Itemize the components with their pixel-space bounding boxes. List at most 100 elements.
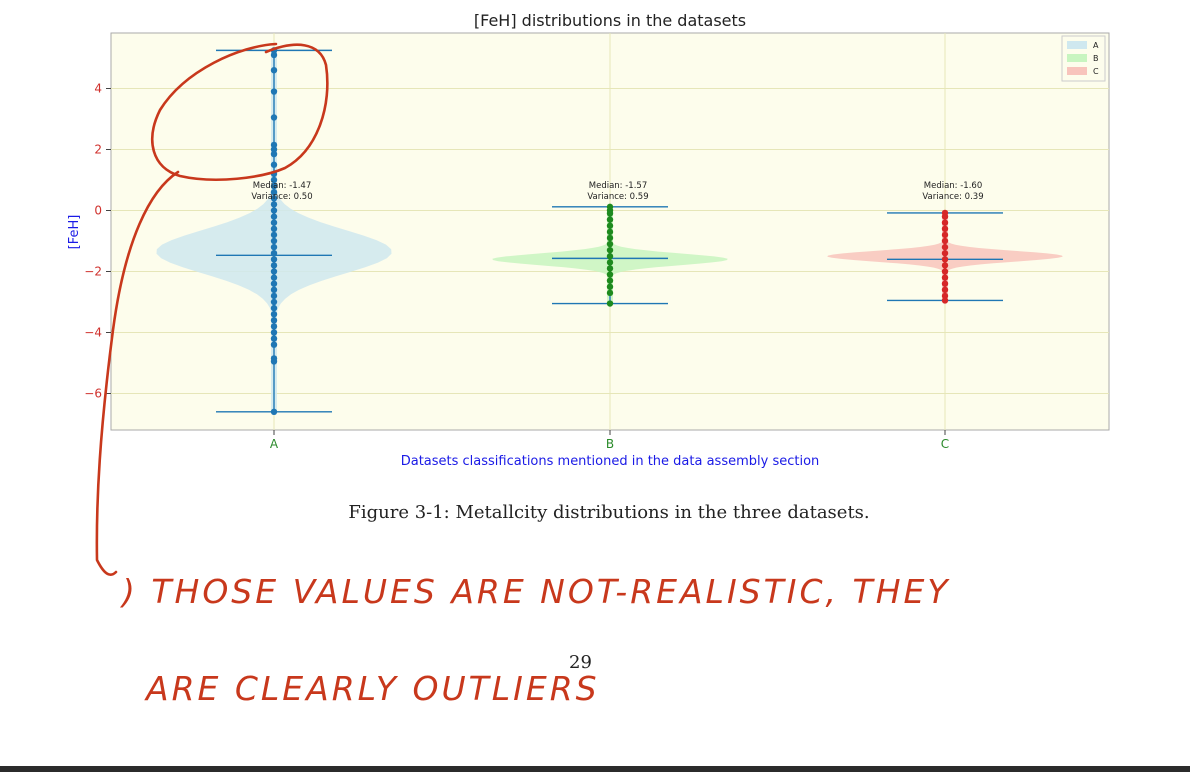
point-a bbox=[270, 201, 278, 208]
point-a bbox=[270, 311, 278, 318]
point-a bbox=[270, 317, 278, 324]
y-tick-label: −4 bbox=[84, 326, 102, 340]
point-a bbox=[270, 231, 278, 239]
point-c bbox=[941, 231, 949, 239]
point-c bbox=[941, 274, 949, 281]
point-b bbox=[606, 246, 614, 254]
outlier-circle bbox=[151, 42, 329, 181]
point-c bbox=[941, 237, 949, 245]
point-a bbox=[270, 114, 278, 121]
point-b bbox=[606, 216, 614, 223]
point-a bbox=[270, 189, 278, 196]
point-a bbox=[270, 207, 278, 214]
median-annotation-a: Median: -1.47 bbox=[253, 181, 311, 191]
point-a bbox=[270, 298, 278, 306]
point-a bbox=[270, 341, 278, 348]
handwritten-annotation: ) THOSE VALUES ARE NOT-REALISTIC, THEY A… bbox=[95, 42, 951, 708]
point-a bbox=[270, 408, 278, 415]
point-a bbox=[270, 329, 278, 336]
point-a bbox=[270, 67, 278, 74]
point-b bbox=[606, 222, 614, 229]
point-a bbox=[270, 225, 278, 232]
point-a bbox=[270, 335, 278, 342]
point-b bbox=[606, 271, 614, 278]
point-c bbox=[941, 292, 949, 300]
point-c bbox=[941, 243, 949, 251]
point-a bbox=[270, 256, 278, 263]
chart-title: [FeH] distributions in the datasets bbox=[474, 11, 746, 30]
point-b bbox=[606, 259, 614, 266]
x-tick-label: A bbox=[270, 437, 279, 451]
legend-label-c: C bbox=[1093, 67, 1099, 76]
x-axis-ticks: A B C bbox=[270, 430, 949, 451]
point-b bbox=[606, 300, 614, 307]
note-line-1: ) THOSE VALUES ARE NOT-REALISTIC, THEY bbox=[119, 572, 951, 611]
point-c bbox=[941, 268, 949, 275]
median-annotation-c: Median: -1.60 bbox=[924, 181, 982, 191]
point-b bbox=[606, 253, 614, 260]
point-c bbox=[941, 219, 949, 226]
point-b bbox=[606, 283, 614, 290]
point-a bbox=[270, 268, 278, 275]
point-a bbox=[270, 182, 278, 190]
legend-label-a: A bbox=[1093, 41, 1099, 50]
y-tick-label: 2 bbox=[94, 143, 102, 157]
variance-annotation-a: Variance: 0.50 bbox=[251, 192, 312, 202]
page-number: 29 bbox=[569, 652, 592, 673]
y-tick-label: −6 bbox=[84, 387, 102, 401]
point-a bbox=[270, 250, 278, 257]
variance-annotation-c: Variance: 0.39 bbox=[922, 192, 983, 202]
point-a bbox=[270, 176, 278, 184]
x-tick-label: C bbox=[941, 437, 949, 451]
point-a bbox=[270, 304, 278, 312]
point-c bbox=[941, 213, 949, 220]
point-a bbox=[270, 262, 278, 269]
point-c bbox=[941, 250, 949, 257]
note-line-2: ARE CLEARLY OUTLIERS bbox=[144, 669, 600, 708]
x-tick-label: B bbox=[606, 437, 614, 451]
legend-swatch-c bbox=[1067, 67, 1087, 75]
point-a bbox=[270, 292, 278, 300]
y-axis-label: [FeH] bbox=[67, 215, 82, 250]
arrow-stroke bbox=[95, 170, 180, 576]
point-a bbox=[270, 146, 278, 153]
point-a bbox=[270, 280, 278, 287]
x-axis-label: Datasets classifications mentioned in th… bbox=[401, 454, 820, 469]
point-a bbox=[270, 219, 278, 226]
point-b bbox=[606, 234, 614, 242]
variance-annotation-b: Variance: 0.59 bbox=[587, 192, 648, 202]
data-points bbox=[270, 47, 949, 415]
point-a bbox=[270, 51, 278, 59]
point-c bbox=[941, 297, 949, 304]
legend: A B C bbox=[1061, 35, 1106, 82]
legend-swatch-a bbox=[1067, 41, 1087, 49]
point-a bbox=[270, 237, 278, 245]
point-c bbox=[941, 256, 949, 263]
point-c bbox=[941, 280, 949, 287]
y-tick-label: 0 bbox=[94, 204, 102, 218]
point-a bbox=[270, 150, 278, 158]
figure-caption: Figure 3-1: Metallcity distributions in … bbox=[348, 502, 870, 523]
point-b bbox=[606, 210, 614, 217]
y-tick-label: −2 bbox=[84, 265, 102, 279]
point-a bbox=[270, 274, 278, 281]
point-a bbox=[270, 358, 278, 365]
median-annotation-b: Median: -1.57 bbox=[589, 181, 647, 191]
point-b bbox=[606, 228, 614, 236]
point-b bbox=[606, 265, 614, 272]
point-a bbox=[270, 286, 278, 293]
point-a bbox=[270, 161, 278, 168]
point-a bbox=[270, 195, 278, 202]
point-a bbox=[270, 141, 278, 149]
point-c bbox=[941, 286, 949, 293]
legend-swatch-b bbox=[1067, 54, 1087, 62]
point-a bbox=[270, 88, 278, 95]
point-c bbox=[941, 225, 949, 232]
point-b bbox=[606, 240, 614, 248]
legend-label-b: B bbox=[1093, 54, 1099, 63]
point-b bbox=[606, 277, 614, 284]
point-a bbox=[270, 323, 278, 330]
point-a bbox=[270, 213, 278, 220]
